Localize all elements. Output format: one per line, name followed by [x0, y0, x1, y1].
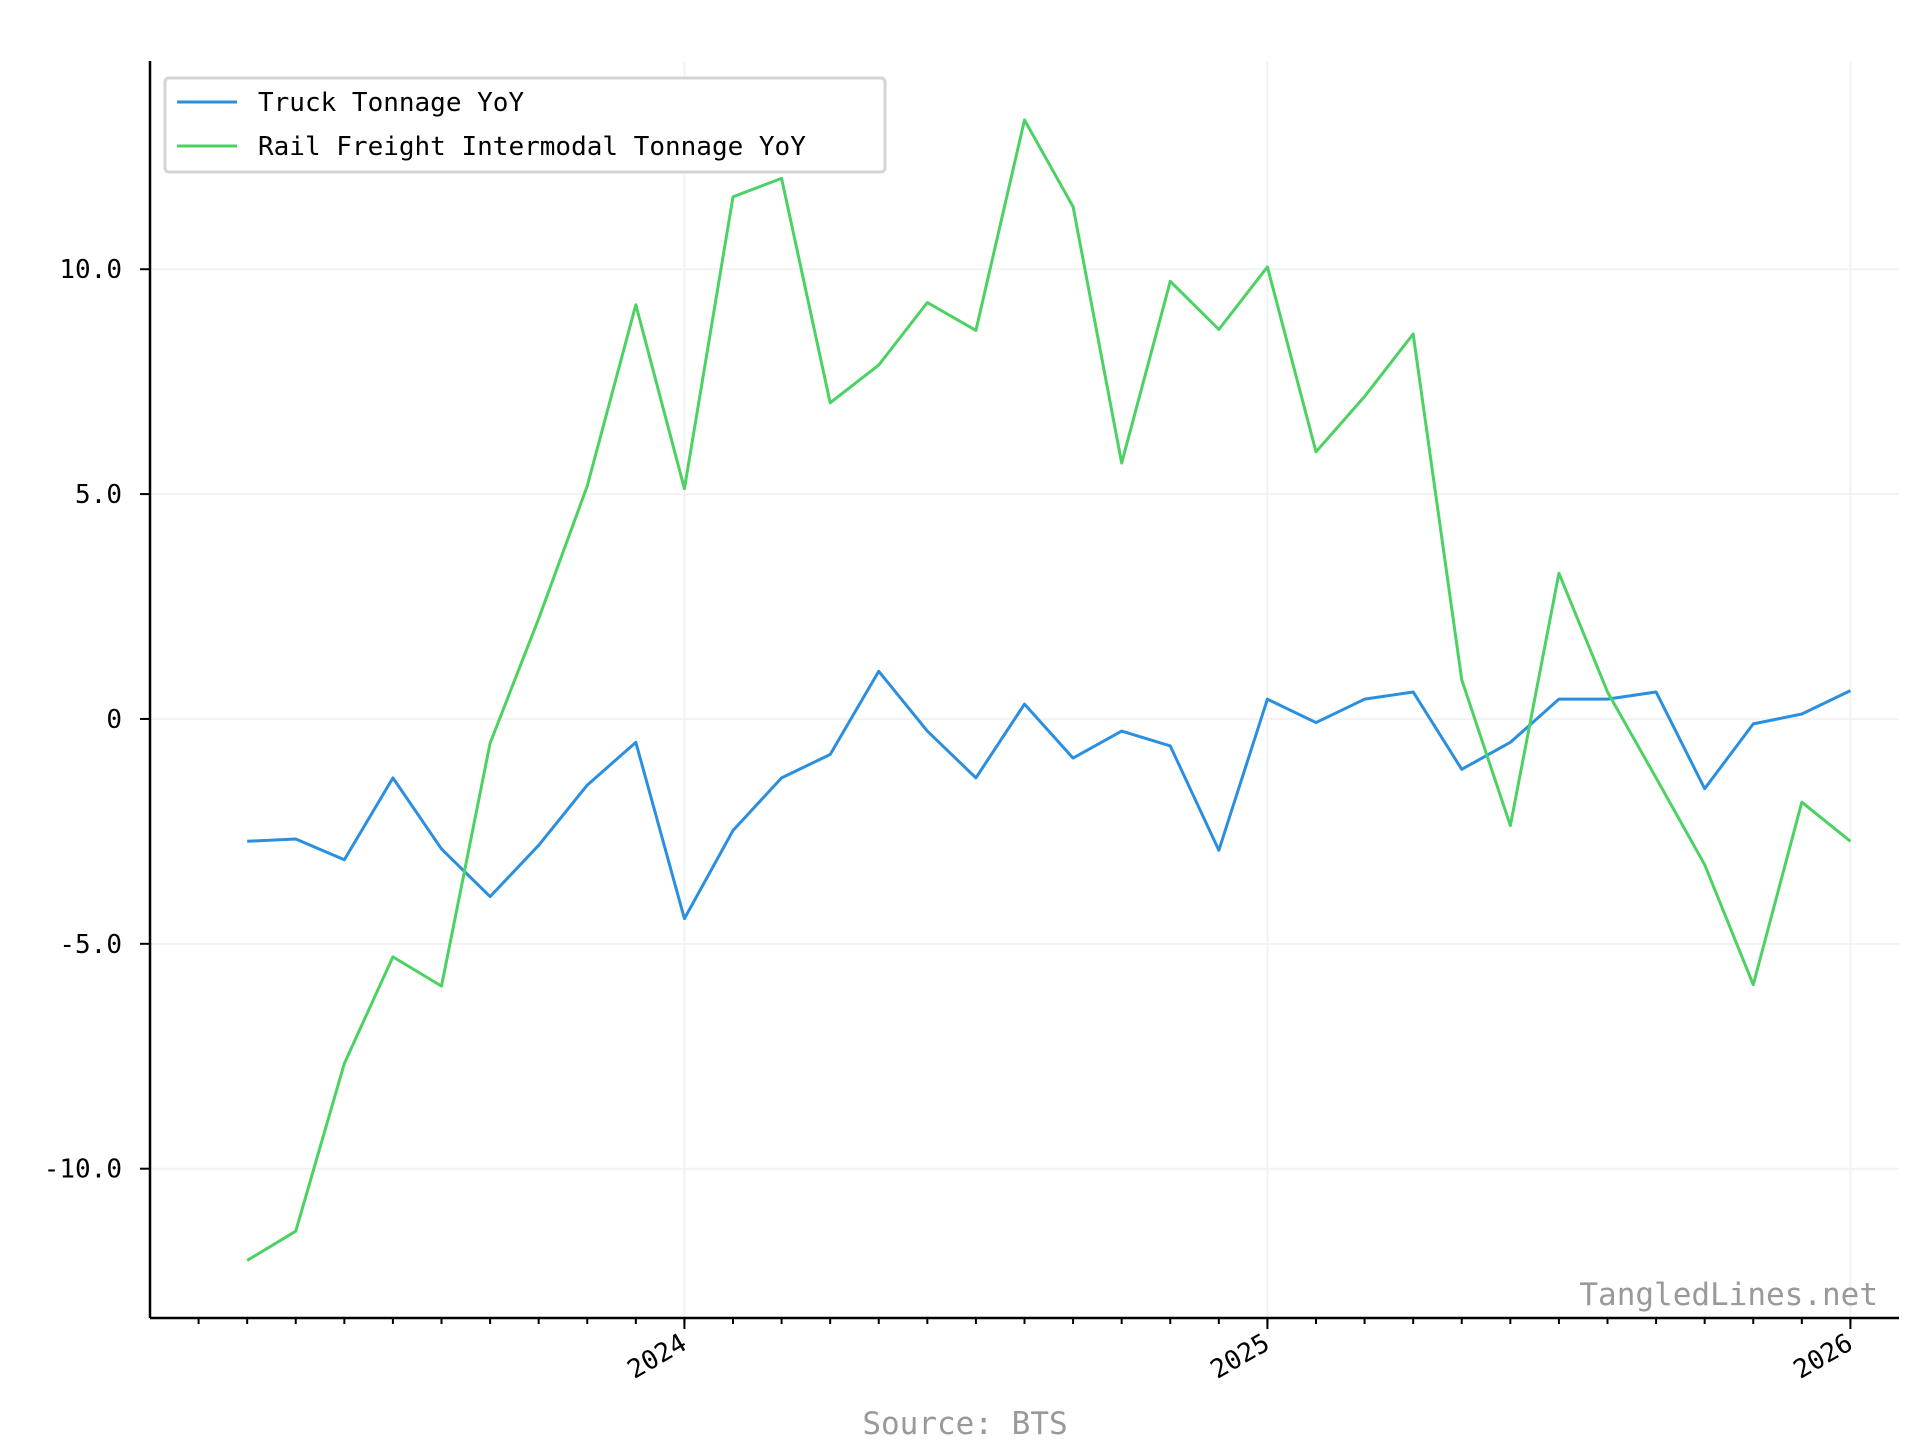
legend-label: Truck Tonnage YoY: [258, 88, 524, 118]
y-tick-label: 5.0: [75, 480, 122, 510]
y-tick-label: 0: [106, 705, 122, 735]
y-tick-label: -10.0: [44, 1155, 122, 1185]
x-tick-label: 2025: [1206, 1328, 1275, 1385]
watermark: TangledLines.net: [1579, 1277, 1878, 1313]
legend-box: [163, 76, 887, 174]
series-line: [246, 118, 1852, 1262]
source-note: Source: BTS: [862, 1406, 1067, 1440]
y-tick-label: 10.0: [59, 255, 122, 285]
y-tick-label: -5.0: [59, 930, 122, 960]
x-tick-label: 2026: [1789, 1328, 1858, 1385]
series-line: [247, 669, 1852, 921]
x-tick-label: 2024: [623, 1328, 692, 1385]
legend-label: Rail Freight Intermodal Tonnage YoY: [258, 132, 806, 162]
